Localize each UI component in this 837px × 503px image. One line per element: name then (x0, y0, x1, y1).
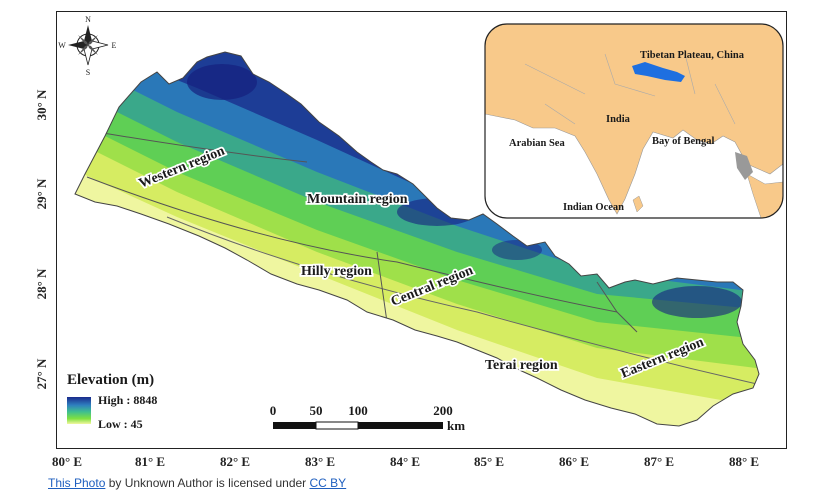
legend-low: Low : 45 (98, 417, 143, 431)
lon-tick: 85° E (474, 454, 504, 469)
lat-tick-outer: 29° N (34, 178, 49, 209)
inset-label-indian-ocean: Indian Ocean (563, 202, 624, 213)
lat-tick-outer: 27° N (34, 358, 49, 389)
legend-color-ramp (67, 397, 91, 424)
license-link[interactable]: CC BY (309, 476, 347, 490)
lon-tick: 80° E (52, 454, 82, 469)
inset-label-arabian-sea: Arabian Sea (509, 138, 565, 149)
lon-tick: 87° E (644, 454, 674, 469)
compass-s: S (86, 68, 90, 77)
inset-label-india: India (606, 114, 631, 125)
nepal-highlight (632, 62, 685, 82)
lon-tick: 82° E (220, 454, 250, 469)
compass-w: W (58, 41, 66, 50)
latitude-tick-column: 30° N 29° N 28° N 27° N (34, 89, 49, 389)
scale-unit: km (447, 418, 465, 433)
compass-rose-icon: N S E W (58, 15, 116, 77)
mountain-region-label-halo: Mountain region (307, 192, 408, 207)
photo-credit: This Photo by Unknown Author is licensed… (48, 476, 346, 490)
compass-e: E (112, 41, 117, 50)
map-canvas: Western region Western region Mountain r… (58, 15, 784, 433)
lon-tick: 81° E (135, 454, 165, 469)
lon-tick: 88° E (729, 454, 759, 469)
map-frame: Western region Western region Mountain r… (56, 11, 787, 449)
hilly-region-label: Hilly region (301, 264, 372, 279)
legend-title: Elevation (m) (67, 372, 154, 388)
inset-label-bay-of-bengal: Bay of Bengal (652, 136, 715, 147)
lon-tick: 86° E (559, 454, 589, 469)
scale-bar: 0 50 100 200 km (270, 403, 465, 433)
scale-label-0: 0 (270, 403, 277, 418)
terai-region-label: Terai region (485, 358, 558, 373)
photo-link[interactable]: This Photo (48, 476, 106, 490)
hilly-region-label-halo: Hilly region (301, 264, 372, 279)
lon-tick: 83° E (305, 454, 335, 469)
elevation-legend: Elevation (m) High : 8848 Low : 45 (67, 372, 157, 431)
scale-label-100: 100 (348, 403, 368, 418)
scale-label-50: 50 (310, 403, 323, 418)
mountain-region-label: Mountain region (307, 192, 408, 207)
scale-label-200: 200 (433, 403, 453, 418)
inset-label-tibet: Tibetan Plateau, China (640, 50, 745, 61)
lat-tick-outer: 30° N (34, 89, 49, 120)
longitude-tick-row: 80° E 81° E 82° E 83° E 84° E 85° E 86° … (52, 454, 759, 469)
lat-tick-outer: 28° N (34, 268, 49, 299)
compass-n: N (85, 15, 91, 24)
credit-text: by Unknown Author is licensed under (105, 476, 310, 490)
terai-region-label-halo: Terai region (485, 358, 558, 373)
legend-high: High : 8848 (98, 393, 157, 407)
inset-map: Tibetan Plateau, China India Arabian Sea… (484, 23, 784, 219)
lon-tick: 84° E (390, 454, 420, 469)
